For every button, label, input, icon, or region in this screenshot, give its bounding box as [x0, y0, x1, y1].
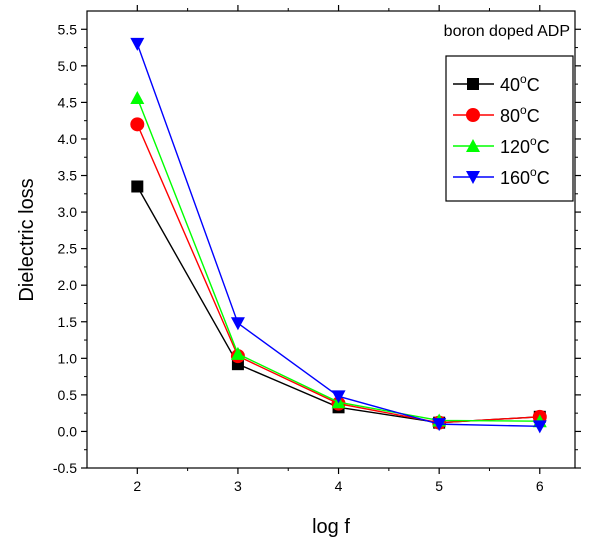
x-tick-label: 3: [234, 478, 242, 494]
x-tick-label: 4: [335, 478, 343, 494]
x-tick-label: 2: [133, 478, 141, 494]
data-point: [331, 390, 346, 404]
y-tick-label: 0.5: [58, 387, 78, 403]
series-line: [136, 186, 540, 424]
y-tick-label: 5.5: [58, 21, 78, 37]
data-point: [532, 420, 547, 434]
legend-label: 120oC: [500, 134, 550, 157]
legend-label: 80oC: [500, 103, 540, 126]
x-tick-label: 5: [435, 478, 443, 494]
y-tick-label: 4.5: [58, 94, 78, 110]
legend-marker: [466, 139, 480, 152]
legend-label: 160oC: [500, 165, 550, 188]
y-tick-label: -0.5: [53, 460, 77, 476]
data-point: [130, 91, 145, 105]
y-axis-title: Dielectric loss: [16, 178, 38, 301]
legend-marker: [466, 108, 480, 122]
chart-annotation: boron doped ADP: [444, 23, 570, 40]
y-tick-label: 3.5: [58, 168, 78, 184]
y-tick-label: 1.5: [58, 314, 78, 330]
y-tick-label: 2.5: [58, 241, 78, 257]
y-tick-label: 1.0: [58, 350, 78, 366]
data-point: [432, 418, 447, 432]
legend-item: 40oC: [453, 72, 540, 95]
legend-item: 120oC: [453, 134, 550, 157]
data-point: [130, 37, 145, 51]
legend-marker: [466, 171, 480, 184]
y-tick-label: 2.0: [58, 277, 78, 293]
series-layer: [130, 37, 547, 434]
axis-ticks: 2 3 4 5 6 -0.5 0.0 0.5 1.0 1.5 2.0 2.5 3.0 3.5 4.0 4.5 5…: [53, 5, 581, 494]
legend-label: 40oC: [500, 72, 540, 95]
data-point: [230, 346, 245, 360]
legend-marker: [467, 78, 479, 90]
y-tick-label: 3.0: [58, 204, 78, 220]
y-tick-label: 5.0: [58, 58, 78, 74]
plot-frame: [86, 10, 576, 469]
legend: 40oC 80oC 120oC 160oC: [445, 55, 574, 202]
data-point: [131, 180, 144, 193]
legend-item: 160oC: [453, 165, 550, 188]
y-tick-label: 4.0: [58, 131, 78, 147]
y-tick-label: 0.0: [58, 423, 78, 439]
legend-item: 80oC: [453, 103, 540, 126]
x-axis-title: log f: [312, 516, 350, 538]
data-point: [130, 117, 145, 132]
series-160: [130, 37, 547, 434]
data-point: [230, 317, 245, 331]
x-tick-label: 6: [536, 478, 544, 494]
